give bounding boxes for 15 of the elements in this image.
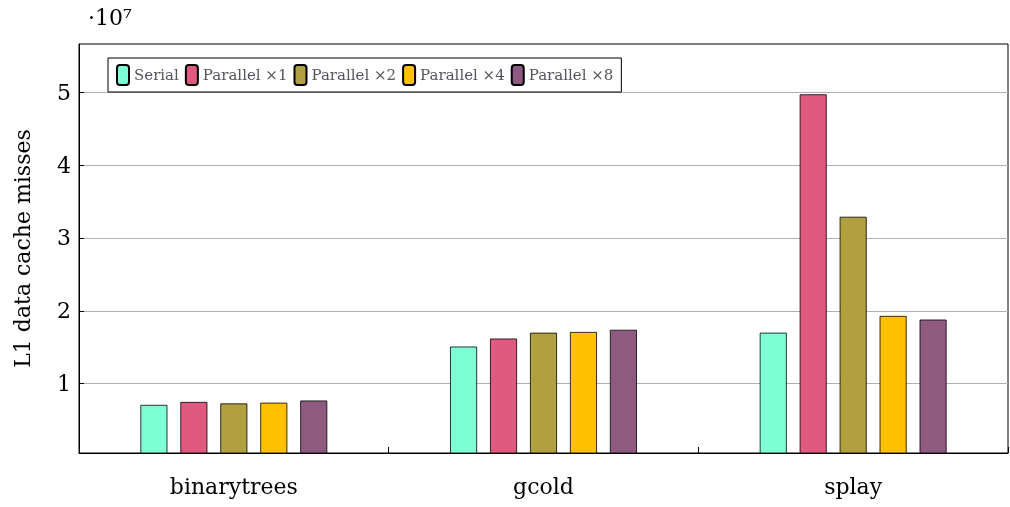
y-tick-label: 2	[57, 298, 71, 324]
legend-label: Parallel ×4	[420, 66, 505, 84]
y-axis-title: L1 data cache misses	[9, 129, 35, 368]
legend-label: Parallel ×8	[528, 66, 614, 84]
y-tick-label: 4	[57, 152, 71, 178]
x-tick-label: gcold	[513, 473, 574, 499]
y-tick-label: 5	[57, 79, 71, 105]
x-tick-label: splay	[824, 473, 883, 499]
legend-label: Parallel ×2	[311, 66, 397, 84]
x-tick-label: binarytrees	[169, 473, 298, 499]
legend-label: Parallel ×1	[202, 66, 288, 84]
legend-label: Serial	[134, 66, 180, 84]
y-tick-label: 3	[57, 225, 71, 251]
y-tick-label: 1	[57, 371, 71, 397]
text: ·10⁷	[88, 4, 132, 30]
